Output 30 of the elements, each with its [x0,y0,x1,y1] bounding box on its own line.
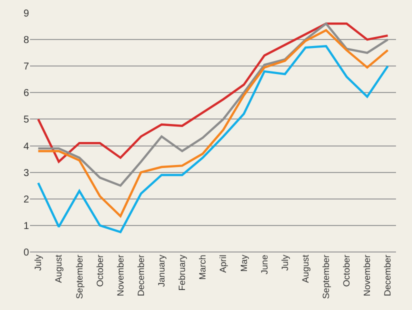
y-tick-label: 1 [23,220,30,232]
y-tick-label: 2 [23,194,30,206]
x-tick-label: November [362,254,372,296]
x-tick-label: December [136,254,146,296]
y-tick-label: 5 [23,114,30,126]
x-tick-label: September [321,254,332,299]
y-tick-label: 7 [23,62,30,73]
x-tick-label: July [280,254,290,271]
y-tick-label: 3 [23,168,30,179]
y-tick-label: 6 [23,88,30,100]
x-tick-label: April [218,254,228,273]
x-tick-label: May [238,254,249,272]
x-tick-label: November [115,254,126,296]
y-tick-label: 8 [23,35,30,46]
line-series [37,45,389,234]
y-tick-label: 4 [23,141,30,152]
x-tick-label: October [94,254,105,287]
x-tick-label: August [300,254,310,283]
x-tick-label: January [156,254,167,287]
x-tick-label: March [198,254,208,280]
x-tick-label: July [33,254,44,271]
y-tick-label: 0 [23,248,30,258]
x-tick-label: August [54,254,64,283]
x-tick-label: June [259,254,270,274]
line-series [37,29,389,218]
x-tick-label: December [382,254,393,296]
y-tick-label: 9 [23,8,30,20]
x-tick-label: February [177,254,188,291]
x-tick-label: September [74,254,84,299]
x-tick-label: October [342,254,352,287]
